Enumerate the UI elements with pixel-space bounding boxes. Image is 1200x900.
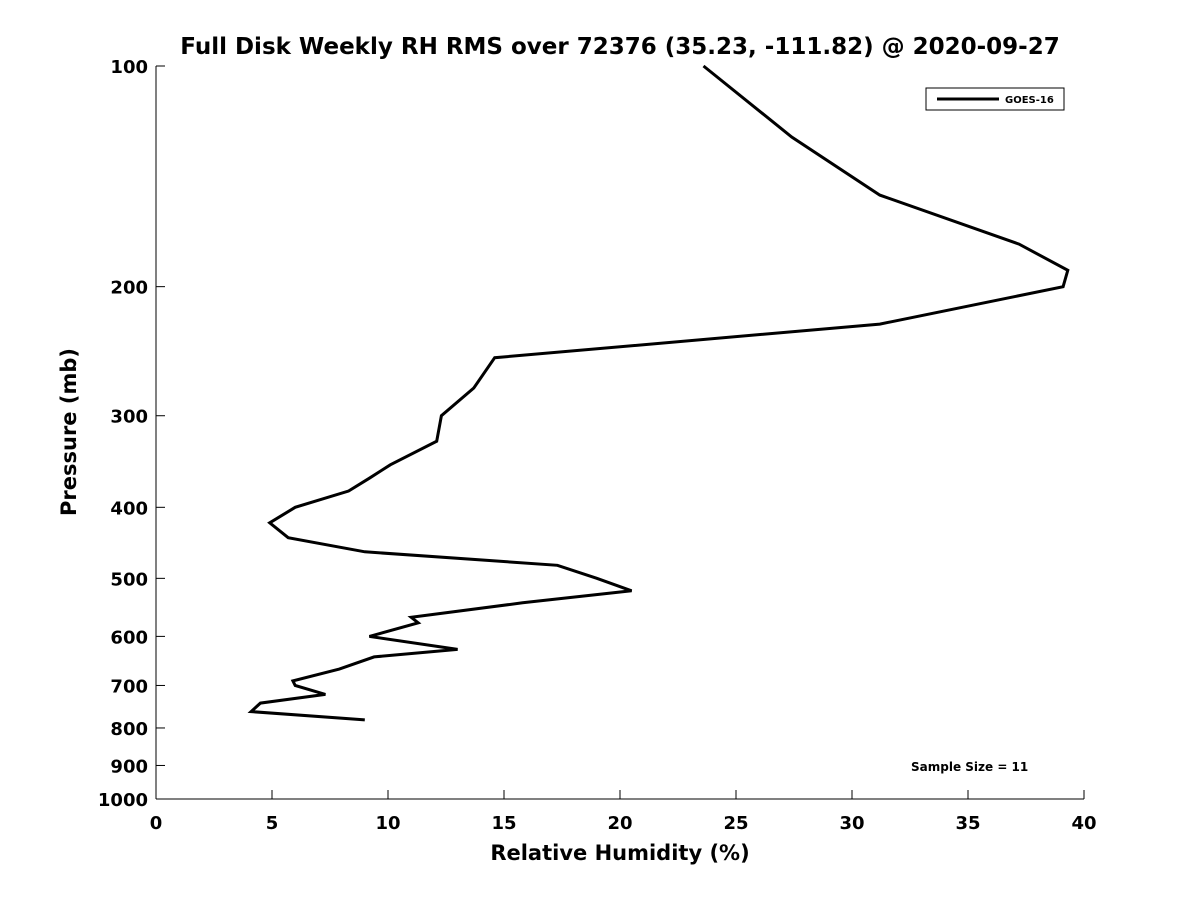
y-tick-label: 100 bbox=[110, 57, 148, 78]
series-line-goes-16 bbox=[247, 64, 1070, 722]
x-tick-label: 10 bbox=[375, 813, 400, 834]
x-tick-label: 35 bbox=[955, 813, 980, 834]
y-tick-label: 700 bbox=[110, 676, 148, 697]
legend: GOES-16 bbox=[925, 87, 1065, 111]
series-layer bbox=[247, 64, 1070, 722]
legend-label-goes-16: GOES-16 bbox=[1005, 95, 1054, 106]
sample-size-annotation: Sample Size = 11 bbox=[911, 760, 1028, 774]
x-tick-label: 40 bbox=[1071, 813, 1096, 834]
x-tick-label: 30 bbox=[839, 813, 864, 834]
x-tick-label: 0 bbox=[150, 813, 163, 834]
x-tick-label: 25 bbox=[723, 813, 748, 834]
x-axis-ticks: 0 5 10 15 20 25 30 35 40 bbox=[150, 790, 1097, 834]
y-tick-label: 1000 bbox=[98, 790, 148, 811]
x-axis-label: Relative Humidity (%) bbox=[490, 841, 749, 865]
x-tick-label: 15 bbox=[491, 813, 516, 834]
chart-title: Full Disk Weekly RH RMS over 72376 (35.2… bbox=[180, 34, 1059, 60]
y-tick-label: 500 bbox=[110, 569, 148, 590]
y-tick-label: 900 bbox=[110, 756, 148, 777]
y-tick-label: 300 bbox=[110, 407, 148, 428]
plot-area bbox=[155, 66, 1084, 800]
y-axis-ticks: 100 200 300 400 500 600 700 800 900 1000 bbox=[98, 57, 165, 811]
x-tick-label: 5 bbox=[266, 813, 279, 834]
y-tick-label: 400 bbox=[110, 498, 148, 519]
y-tick-label: 600 bbox=[110, 627, 148, 648]
y-tick-label: 800 bbox=[110, 719, 148, 740]
y-axis-label: Pressure (mb) bbox=[57, 348, 81, 516]
x-tick-label: 20 bbox=[607, 813, 632, 834]
y-tick-label: 200 bbox=[110, 278, 148, 299]
